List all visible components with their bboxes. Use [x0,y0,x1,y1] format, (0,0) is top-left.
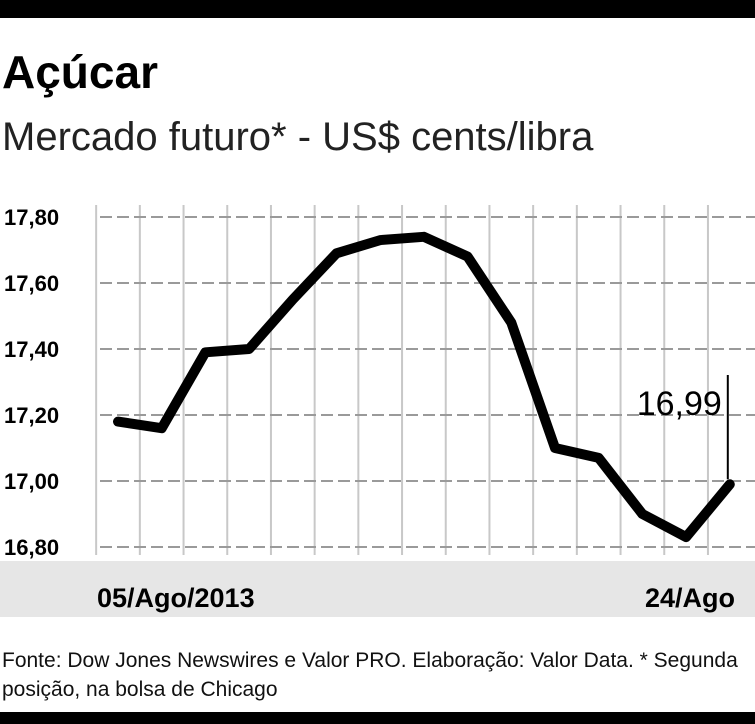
source-note: Fonte: Dow Jones Newswires e Valor PRO. … [2,649,738,701]
x-tick-label: 05/Ago/2013 [97,583,255,613]
top-bar [0,0,755,18]
x-axis-band [0,561,755,617]
x-tick-label: 24/Ago [645,583,735,613]
data-label: 16,99 [637,385,722,423]
chart-title: Açúcar [2,46,158,98]
chart-subtitle: Mercado futuro* - US$ cents/libra [2,115,594,159]
y-tick-label: 17,20 [4,403,59,428]
y-tick-label: 17,80 [4,205,59,230]
y-tick-label: 17,40 [4,337,59,362]
line [113,231,735,543]
y-tick-label: 16,80 [4,535,59,560]
y-tick-label: 17,60 [4,271,59,296]
y-tick-label: 17,00 [4,469,59,494]
bottom-bar [0,712,755,724]
